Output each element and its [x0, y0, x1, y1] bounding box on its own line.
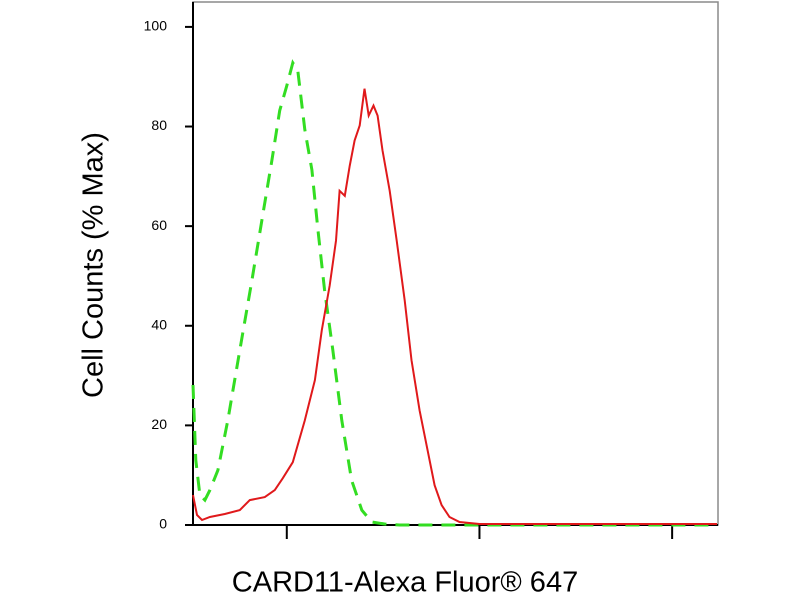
- y-tick-label: 20: [151, 416, 167, 432]
- y-tick-label: 60: [151, 217, 167, 233]
- y-axis-title: Cell Counts (% Max): [78, 132, 110, 398]
- plot-frame: [192, 1, 719, 526]
- series-line: [191, 59, 717, 527]
- y-tick-label: 0: [159, 516, 167, 532]
- y-tick-label: 80: [151, 117, 167, 133]
- series-line: [192, 88, 717, 525]
- y-tick-label: 40: [151, 316, 167, 332]
- x-axis-title: CARD11-Alexa Fluor® 647: [232, 567, 578, 599]
- y-tick-label: 100: [144, 18, 168, 34]
